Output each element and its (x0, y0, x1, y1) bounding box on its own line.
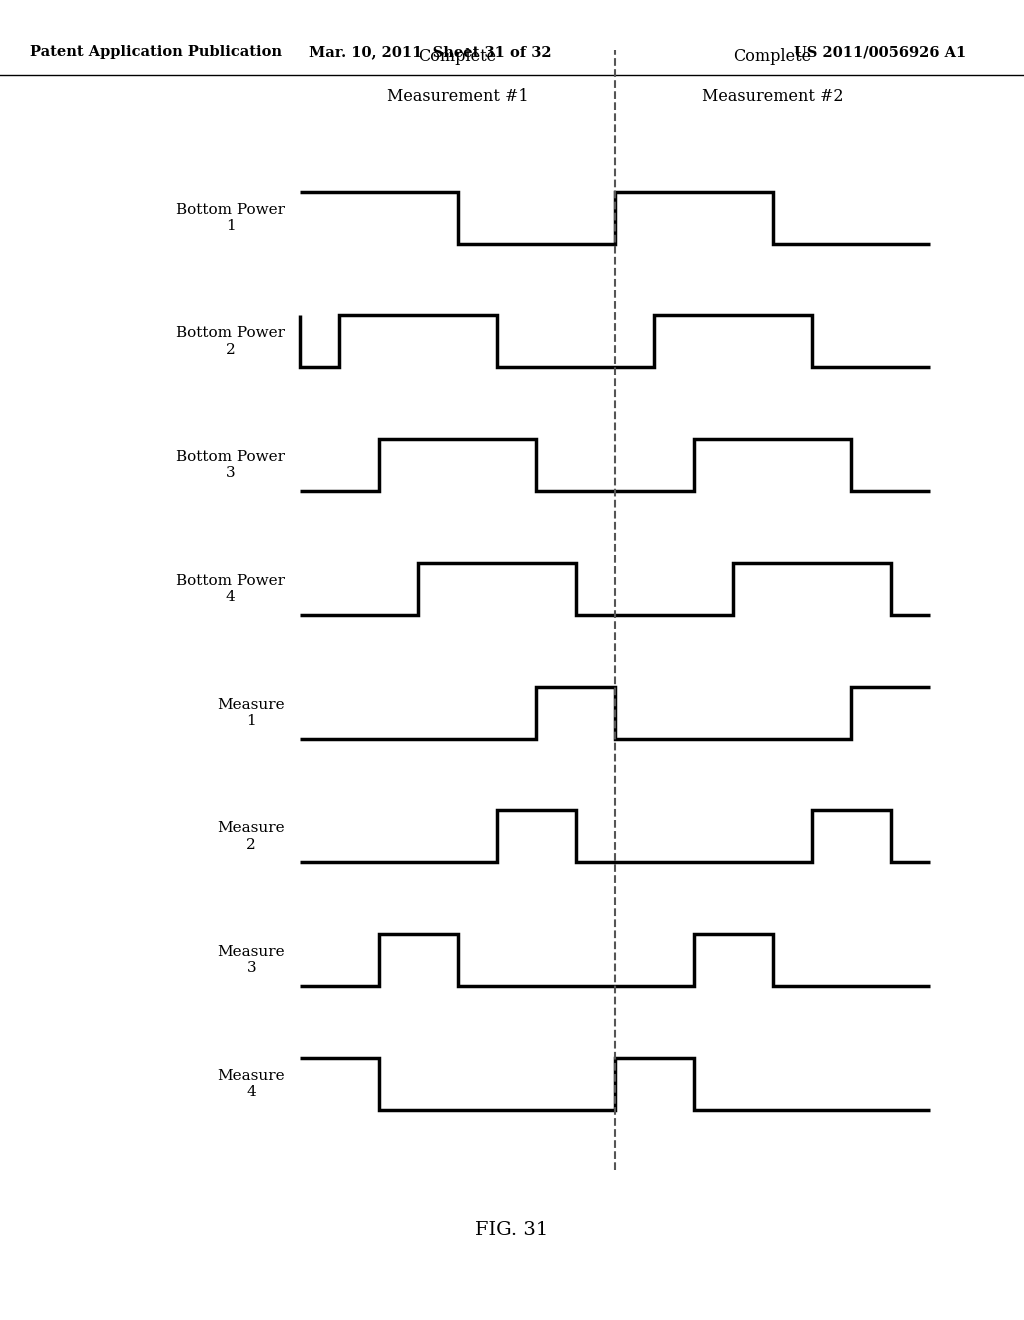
Text: Measure
4: Measure 4 (217, 1069, 285, 1100)
Text: Patent Application Publication: Patent Application Publication (30, 45, 282, 59)
Text: US 2011/0056926 A1: US 2011/0056926 A1 (794, 45, 966, 59)
Text: FIG. 31: FIG. 31 (475, 1221, 549, 1239)
Text: Bottom Power
3: Bottom Power 3 (176, 450, 285, 480)
Text: Complete: Complete (733, 48, 812, 65)
Text: Complete: Complete (419, 48, 497, 65)
Text: Measurement #1: Measurement #1 (387, 88, 528, 106)
Text: Measure
3: Measure 3 (217, 945, 285, 975)
Text: Bottom Power
4: Bottom Power 4 (176, 574, 285, 605)
Text: Measure
2: Measure 2 (217, 821, 285, 851)
Text: Measurement #2: Measurement #2 (701, 88, 843, 106)
Text: Measure
1: Measure 1 (217, 697, 285, 727)
Text: Mar. 10, 2011  Sheet 31 of 32: Mar. 10, 2011 Sheet 31 of 32 (308, 45, 551, 59)
Text: Bottom Power
1: Bottom Power 1 (176, 202, 285, 232)
Text: Bottom Power
2: Bottom Power 2 (176, 326, 285, 356)
